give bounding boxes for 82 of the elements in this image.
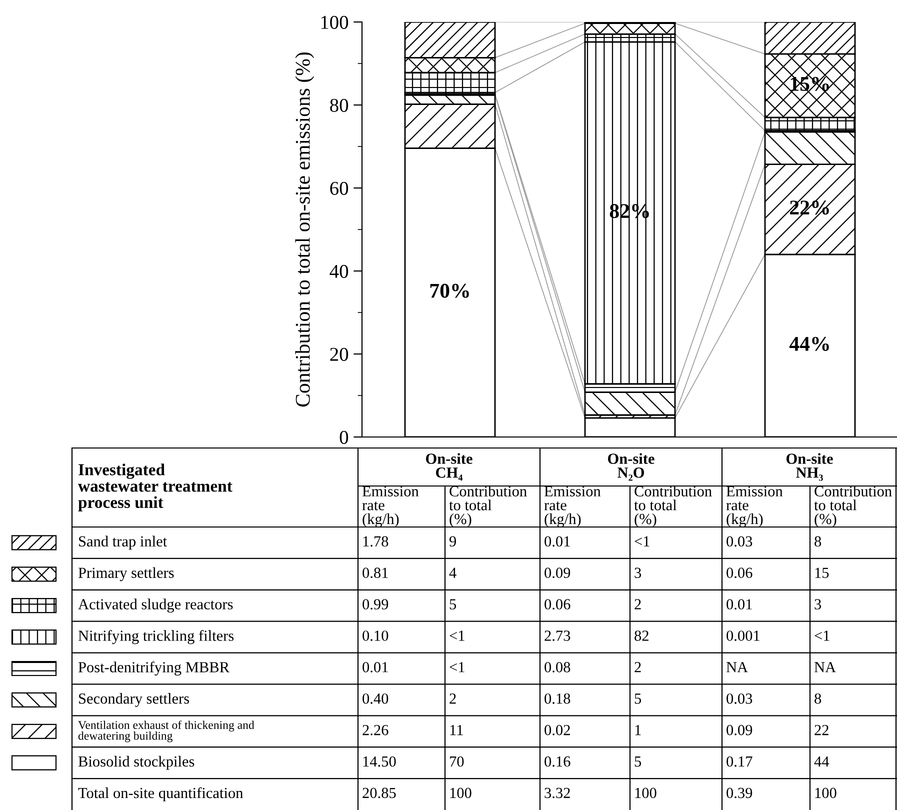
legend-label: Nitrifying trickling filters	[78, 630, 234, 644]
legend-label: Biosolid stockpiles	[78, 756, 194, 770]
data-label: 70%	[430, 284, 469, 298]
data-label: 44%	[789, 336, 829, 351]
text: 0.03	[726, 536, 752, 547]
text: 0.01	[362, 662, 388, 672]
text: <1	[634, 536, 650, 546]
category-label: On-site NH₃	[786, 453, 833, 481]
y-tick-label: 0	[340, 430, 348, 444]
text: 0.01	[726, 599, 752, 610]
text: 0.18	[544, 693, 570, 704]
text: 0.001	[726, 630, 760, 641]
text: 0.09	[544, 568, 570, 578]
y-tick-label: 100	[321, 16, 348, 29]
category-label: Emission rate (kg/h)	[544, 486, 601, 528]
y-tick-label: 20	[330, 348, 348, 361]
text: 2	[450, 694, 456, 704]
text: 0.08	[544, 662, 570, 672]
text: <1	[814, 630, 830, 641]
y-tick-label: 60	[330, 182, 348, 195]
text: 3.32	[544, 788, 570, 798]
text: 20.85	[362, 788, 396, 798]
legend-label: Secondary settlers	[79, 692, 190, 707]
text: 0.17	[726, 756, 752, 767]
text: 1.78	[363, 536, 388, 547]
text: 15	[815, 568, 829, 578]
text: 1	[635, 724, 641, 736]
text: 11	[450, 724, 463, 736]
legend-label: Primary settlers	[78, 567, 174, 582]
text: 8	[814, 536, 822, 547]
y-axis-title: Contribution to total on-site emissions (%)	[295, 52, 314, 407]
legend-label: Sand trap inlet	[79, 536, 168, 550]
text: 0.03	[726, 693, 752, 704]
category-label: Emission rate (kg/h)	[726, 486, 783, 528]
text: 3	[814, 599, 822, 610]
text: 100	[815, 788, 836, 798]
text: 0.06	[726, 568, 752, 578]
text: 0.39	[726, 788, 752, 798]
text: 0.81	[362, 568, 388, 578]
text: 0.02	[544, 724, 570, 736]
text: 100	[450, 788, 472, 798]
text: 0.99	[362, 599, 388, 610]
y-tick-label: 40	[330, 264, 348, 278]
text: 44	[814, 756, 830, 767]
text: 2	[634, 662, 641, 672]
text: 100	[635, 788, 656, 798]
text: 2.26	[362, 724, 388, 736]
category-label: Emission rate (kg/h)	[362, 486, 419, 528]
text: 5	[634, 756, 642, 767]
category-label: Contribution to total (%)	[634, 486, 712, 528]
text: 0.40	[362, 693, 388, 704]
legend-label: Activated sludge reactors	[78, 598, 233, 613]
text: 0.16	[544, 756, 570, 767]
text: NA	[814, 662, 836, 672]
text: 0.06	[544, 599, 570, 610]
text: <1	[450, 630, 464, 641]
category-label: Contribution to total (%)	[814, 486, 892, 528]
text: 0.10	[362, 630, 388, 641]
text: 4	[449, 568, 456, 578]
text: 9	[449, 536, 456, 547]
text: 0.01	[544, 536, 570, 547]
text: 3	[634, 568, 642, 578]
text: 82	[634, 630, 648, 641]
category-label: Contribution to total (%)	[449, 486, 527, 528]
text: 5	[450, 599, 456, 610]
legend-label: Post-denitrifying MBBR	[78, 661, 230, 676]
text: 22	[814, 724, 828, 736]
category-label: On-site CH₄	[426, 453, 472, 481]
text: 5	[634, 694, 642, 704]
legend-label: Ventilation exhaust of thickening and dewatering building	[78, 720, 254, 742]
text: Investigated wastewater treatment process unit	[78, 464, 232, 512]
text: 2.73	[544, 630, 570, 641]
text: 8	[814, 693, 822, 704]
text: 14.50	[363, 756, 396, 767]
text: NA	[726, 662, 748, 672]
text: <1	[450, 662, 464, 672]
category-label: Total on-site quantification	[78, 787, 244, 802]
y-tick-label: 80	[330, 98, 348, 112]
category-label: On-site N₂O	[608, 453, 654, 481]
text: 0.09	[726, 724, 752, 736]
text: 70	[450, 756, 464, 767]
text: 2	[634, 599, 641, 610]
